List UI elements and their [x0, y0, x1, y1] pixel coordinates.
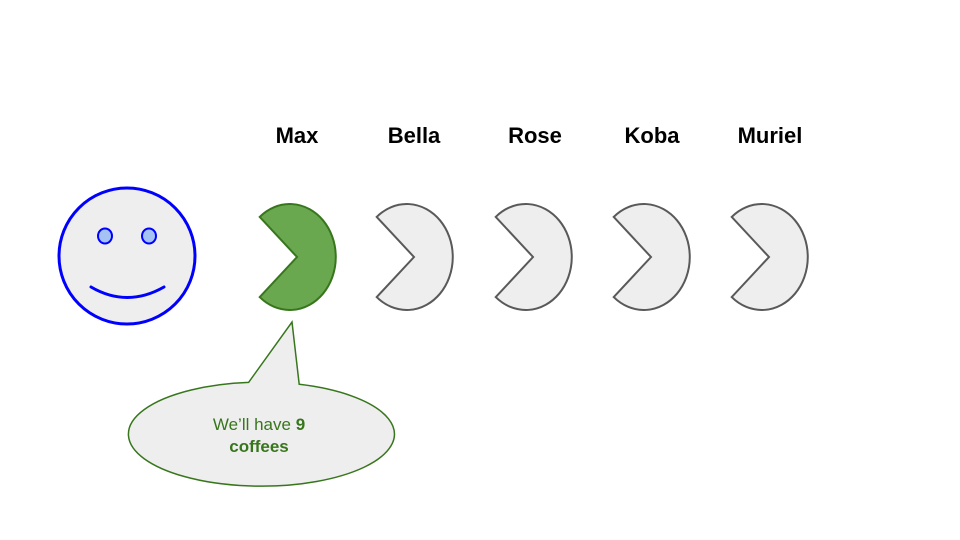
left-eye: [97, 227, 113, 245]
pacman-bella-icon: [375, 203, 454, 311]
name-label-bella: Bella: [387, 123, 441, 148]
face-outline: [57, 186, 197, 326]
speech-bubble: [127, 319, 396, 487]
speech-suffix: coffees: [229, 437, 289, 456]
name-label-koba: Koba: [624, 123, 680, 148]
name-label-max: Max: [275, 123, 319, 148]
speech-count: 9: [295, 415, 306, 434]
pacman-max-icon: [258, 203, 337, 311]
pacman-muriel-icon: [730, 203, 809, 311]
pacman-koba-icon: [612, 203, 691, 311]
smile-mouth: [89, 285, 166, 299]
name-label-rose: Rose: [508, 123, 562, 148]
name-label-muriel: Muriel: [737, 123, 803, 148]
pacman-rose-icon: [494, 203, 573, 311]
smiley-face-icon: [57, 186, 197, 326]
speech-text: We’ll have 9 coffees: [190, 414, 328, 458]
speech-prefix: We’ll have: [212, 415, 296, 434]
right-eye: [141, 227, 157, 245]
